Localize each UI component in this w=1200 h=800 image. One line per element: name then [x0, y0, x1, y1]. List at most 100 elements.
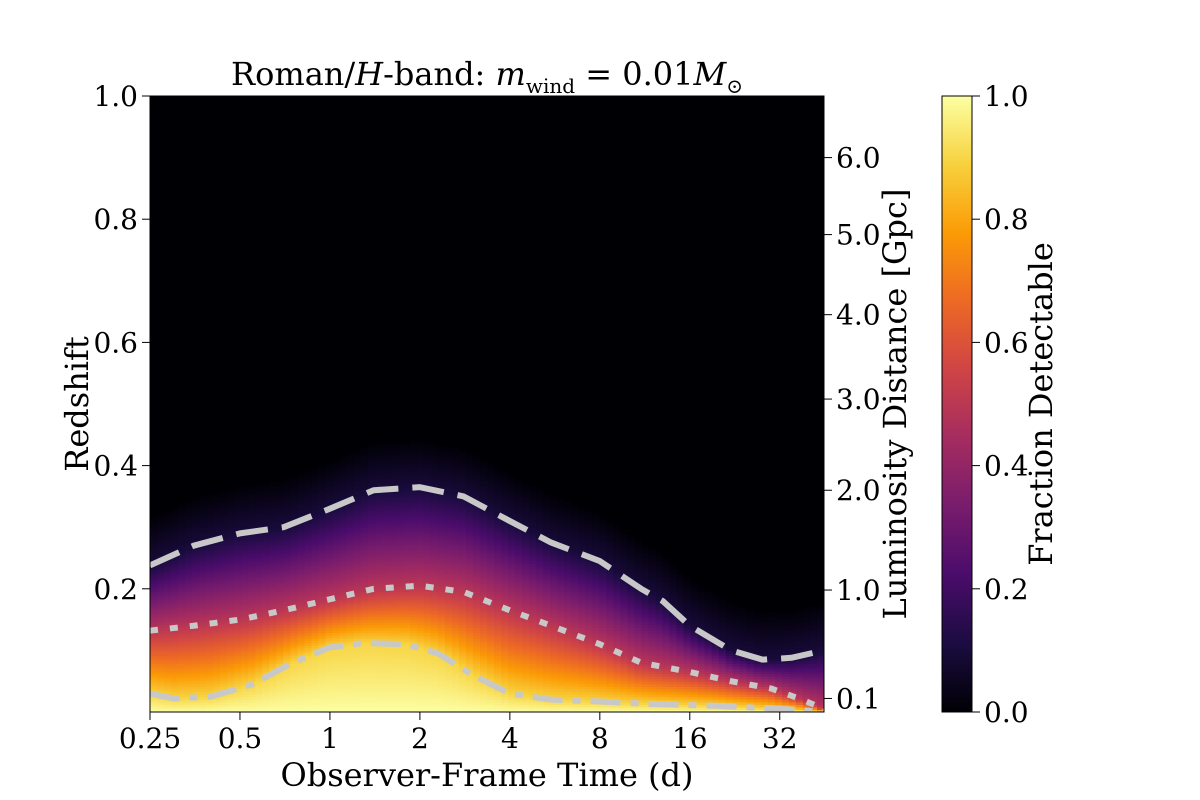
heatmap-cell — [444, 540, 453, 544]
heatmap-cell — [332, 465, 341, 469]
heatmap-cell — [451, 516, 460, 521]
heatmap-cell — [178, 611, 186, 616]
heatmap-cell — [430, 588, 439, 592]
heatmap-cell — [276, 591, 284, 595]
heatmap-cell — [192, 575, 200, 580]
heatmap-cell — [220, 583, 228, 587]
heatmap-cell — [157, 709, 165, 712]
heatmap-cell — [353, 611, 362, 616]
heatmap-cell — [515, 660, 523, 664]
heatmap-cell — [367, 706, 376, 711]
heatmap-cell — [494, 481, 502, 485]
heatmap-cell — [409, 678, 418, 682]
heatmap-cell — [311, 619, 320, 623]
heatmap-cell — [304, 478, 313, 482]
heatmap-cell — [381, 534, 390, 539]
heatmap-cell — [220, 532, 228, 536]
heatmap-cell — [171, 686, 179, 690]
heatmap-cell — [164, 660, 172, 664]
heatmap-cell — [402, 563, 411, 567]
heatmap-cell — [157, 537, 165, 541]
heatmap-cell — [416, 498, 425, 503]
heatmap-cell — [444, 524, 453, 528]
heatmap-cell — [472, 542, 481, 546]
heatmap-cell — [213, 624, 221, 628]
heatmap-cell — [213, 652, 221, 657]
heatmap-cell — [164, 537, 172, 541]
heatmap-cell — [402, 701, 411, 705]
heatmap-cell — [437, 691, 446, 695]
heatmap-cell — [479, 699, 488, 703]
heatmap-cell — [227, 627, 235, 631]
heatmap-cell — [388, 701, 397, 705]
heatmap-cell — [269, 524, 277, 528]
heatmap-cell — [409, 640, 418, 644]
heatmap-cell — [255, 622, 263, 626]
heatmap-cell — [150, 701, 158, 705]
heatmap-cell — [515, 678, 523, 682]
heatmap-cell — [304, 488, 313, 492]
heatmap-cell — [276, 617, 284, 621]
heatmap-cell — [430, 496, 439, 500]
heatmap-cell — [508, 670, 516, 675]
heatmap-cell — [430, 578, 439, 582]
heatmap-cell — [360, 652, 369, 657]
heatmap-cell — [192, 691, 200, 695]
heatmap-cell — [199, 668, 207, 672]
heatmap-cell — [472, 560, 481, 564]
heatmap-cell — [185, 524, 193, 528]
heatmap-cell — [494, 488, 502, 492]
heatmap-cell — [178, 601, 186, 605]
heatmap-cell — [290, 488, 299, 492]
heatmap-cell — [465, 519, 474, 523]
heatmap-cell — [451, 575, 460, 580]
heatmap-cell — [494, 583, 502, 587]
heatmap-cell — [206, 504, 214, 508]
heatmap-cell — [346, 704, 355, 708]
heatmap-cell — [395, 622, 404, 626]
heatmap-cell — [501, 496, 509, 500]
heatmap-cell — [472, 496, 481, 500]
heatmap-cell — [248, 583, 256, 587]
heatmap-cell — [353, 614, 362, 618]
heatmap-cell — [494, 478, 502, 482]
heatmap-cell — [164, 540, 172, 544]
heatmap-cell — [360, 691, 369, 695]
heatmap-cell — [171, 673, 179, 677]
heatmap-cell — [346, 709, 355, 712]
heatmap-cell — [297, 668, 306, 672]
heatmap-cell — [199, 683, 207, 687]
heatmap-cell — [255, 519, 263, 523]
heatmap-cell — [213, 583, 221, 587]
heatmap-cell — [444, 629, 453, 634]
heatmap-cell — [206, 676, 214, 680]
heatmap-cell — [318, 491, 327, 495]
heatmap-cell — [367, 504, 376, 508]
heatmap-cell — [423, 673, 432, 677]
heatmap-cell — [374, 591, 383, 595]
heatmap-cell — [501, 699, 509, 703]
heatmap-cell — [416, 455, 425, 459]
heatmap-cell — [479, 529, 488, 533]
heatmap-cell — [255, 696, 263, 700]
heatmap-cell — [381, 637, 390, 641]
heatmap-cell — [458, 522, 467, 526]
heatmap-cell — [297, 673, 306, 677]
heatmap-cell — [458, 509, 467, 513]
heatmap-cell — [437, 537, 446, 541]
heatmap-cell — [234, 694, 242, 698]
heatmap-cell — [192, 558, 200, 562]
heatmap-cell — [241, 699, 249, 703]
heatmap-cell — [311, 645, 320, 649]
heatmap-cell — [227, 601, 235, 605]
heatmap-cell — [339, 473, 348, 477]
heatmap-cell — [465, 647, 474, 651]
heatmap-cell — [255, 560, 263, 564]
heatmap-cell — [423, 694, 432, 698]
heatmap-cell — [430, 606, 439, 610]
heatmap-cell — [150, 547, 158, 551]
heatmap-cell — [199, 565, 207, 569]
heatmap-cell — [192, 534, 200, 539]
heatmap-cell — [262, 663, 270, 667]
heatmap-cell — [402, 493, 411, 497]
